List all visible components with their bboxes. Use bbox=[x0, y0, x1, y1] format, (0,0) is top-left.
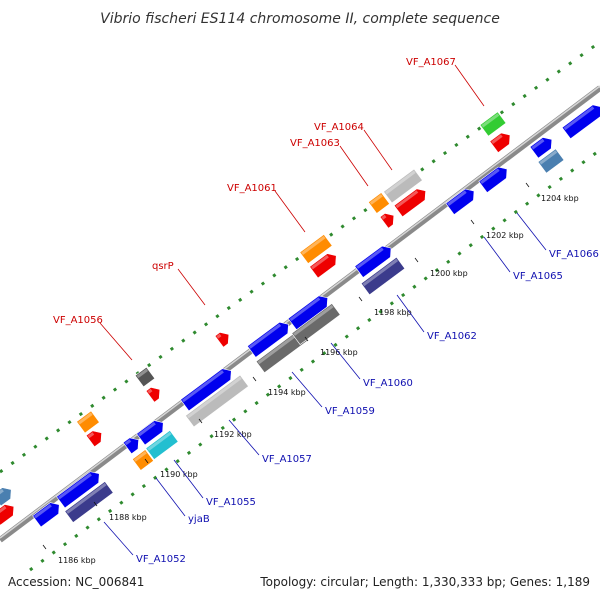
leader-line bbox=[483, 236, 511, 273]
tick-label: 1202 kbp bbox=[486, 231, 524, 240]
feature-red-4 bbox=[379, 213, 395, 229]
leader-line bbox=[363, 129, 393, 171]
feature-a bbox=[32, 502, 60, 528]
gene-label-reverse: VF_A1060 bbox=[363, 378, 413, 389]
tick-label: 1192 kbp bbox=[214, 430, 252, 439]
outer-dot-track bbox=[0, 40, 600, 474]
leader-line bbox=[291, 371, 323, 408]
gene-label-forward: VF_A1056 bbox=[53, 315, 103, 326]
leader-line bbox=[173, 459, 204, 499]
tick-mark bbox=[525, 182, 530, 188]
feature-blue-c bbox=[136, 420, 164, 446]
feature-blue-h bbox=[478, 166, 508, 193]
feature-edge-1 bbox=[0, 487, 12, 507]
tick-mark bbox=[470, 219, 475, 225]
gene-label-reverse: VF_A1062 bbox=[427, 331, 477, 342]
feature-vf-a1063 bbox=[367, 192, 391, 214]
feature-blue-i bbox=[529, 137, 553, 159]
inner-dot-track bbox=[29, 148, 600, 572]
map-title: Vibrio fischeri ES114 chromosome II, com… bbox=[100, 11, 500, 27]
tick-mark bbox=[304, 336, 309, 342]
tick-label: 1190 kbp bbox=[160, 470, 198, 479]
feature-red-1 bbox=[85, 430, 102, 448]
feature-red-3 bbox=[309, 253, 337, 279]
feature-vf-a1066 bbox=[537, 148, 565, 174]
leader-line bbox=[454, 64, 485, 107]
tick-label: 1188 kbp bbox=[109, 513, 147, 522]
gene-label-reverse: VF_A1066 bbox=[549, 249, 599, 260]
accession-text: Accession: NC_006841 bbox=[8, 575, 144, 589]
tick-mark bbox=[252, 376, 257, 382]
gene-labels: VF_A1056 qsrP VF_A1061 VF_A1063 VF_A1064 VF_A… bbox=[53, 57, 599, 565]
feature-vf-a1065 bbox=[445, 188, 475, 215]
tick-mark bbox=[93, 501, 98, 507]
feature-blue-g bbox=[354, 245, 392, 278]
tick-mark bbox=[358, 296, 363, 302]
feature-vf-a1060 bbox=[291, 303, 341, 345]
gene-features bbox=[0, 104, 600, 528]
ruler-ticks: 1186 kbp 1188 kbp 1190 kbp 1192 kbp 1194 kbp… bbox=[42, 182, 579, 565]
feature-vf-a1062 bbox=[360, 256, 406, 296]
tick-mark bbox=[198, 418, 203, 424]
feature-orange-1 bbox=[76, 410, 100, 434]
gene-label-forward: VF_A1067 bbox=[406, 57, 456, 68]
feature-blue-e bbox=[246, 321, 289, 358]
tick-label: 1194 kbp bbox=[268, 388, 306, 397]
leader-line bbox=[516, 212, 547, 251]
leader-line bbox=[274, 190, 306, 233]
tick-label: 1198 kbp bbox=[374, 308, 412, 317]
feature-vf-a1052 bbox=[64, 481, 114, 523]
gene-label-reverse: VF_A1065 bbox=[513, 271, 563, 282]
feature-small-blue bbox=[122, 437, 139, 455]
gene-label-reverse: VF_A1052 bbox=[136, 554, 186, 565]
leader-line bbox=[177, 268, 206, 306]
feature-qsrp bbox=[214, 332, 230, 348]
summary-text: Topology: circular; Length: 1,330,333 bp… bbox=[259, 575, 590, 589]
leader-line bbox=[155, 477, 186, 517]
gene-label-forward: VF_A1064 bbox=[314, 122, 364, 133]
feature-vf-a1064 bbox=[383, 168, 423, 204]
tick-label: 1186 kbp bbox=[58, 556, 96, 565]
feature-orange-2 bbox=[131, 449, 155, 471]
leader-line bbox=[99, 322, 133, 361]
tick-mark bbox=[42, 544, 47, 550]
leader-line bbox=[103, 521, 134, 556]
gene-label-reverse: yjaB bbox=[188, 514, 210, 525]
leader-line bbox=[396, 294, 425, 333]
feature-blue-d bbox=[180, 368, 232, 412]
feature-cyan bbox=[145, 430, 179, 460]
leader-line bbox=[330, 342, 361, 380]
feature-vf-a1057 bbox=[185, 374, 249, 428]
feature-red-6 bbox=[489, 132, 511, 154]
feature-edge-2 bbox=[0, 504, 15, 526]
feature-blue-f bbox=[287, 295, 328, 331]
feature-vf-a1067 bbox=[479, 111, 507, 137]
tick-mark bbox=[414, 257, 419, 263]
feature-red-2 bbox=[145, 387, 161, 403]
gene-label-forward: qsrP bbox=[152, 261, 174, 272]
feature-b bbox=[56, 471, 100, 509]
gene-label-reverse: VF_A1059 bbox=[325, 406, 375, 417]
tick-mark bbox=[144, 458, 149, 464]
feature-gray-small bbox=[134, 366, 156, 388]
feature-vf-a1061 bbox=[299, 234, 333, 264]
gene-label-forward: VF_A1063 bbox=[290, 138, 340, 149]
gene-label-reverse: VF_A1055 bbox=[206, 497, 256, 508]
feature-blue-j bbox=[561, 104, 600, 140]
leader-line bbox=[228, 419, 260, 456]
feature-red-5 bbox=[393, 188, 426, 218]
gene-label-reverse: VF_A1057 bbox=[262, 454, 312, 465]
tick-label: 1204 kbp bbox=[541, 194, 579, 203]
gene-label-forward: VF_A1061 bbox=[227, 183, 277, 194]
leader-line bbox=[339, 145, 369, 187]
tick-label: 1200 kbp bbox=[430, 269, 468, 278]
